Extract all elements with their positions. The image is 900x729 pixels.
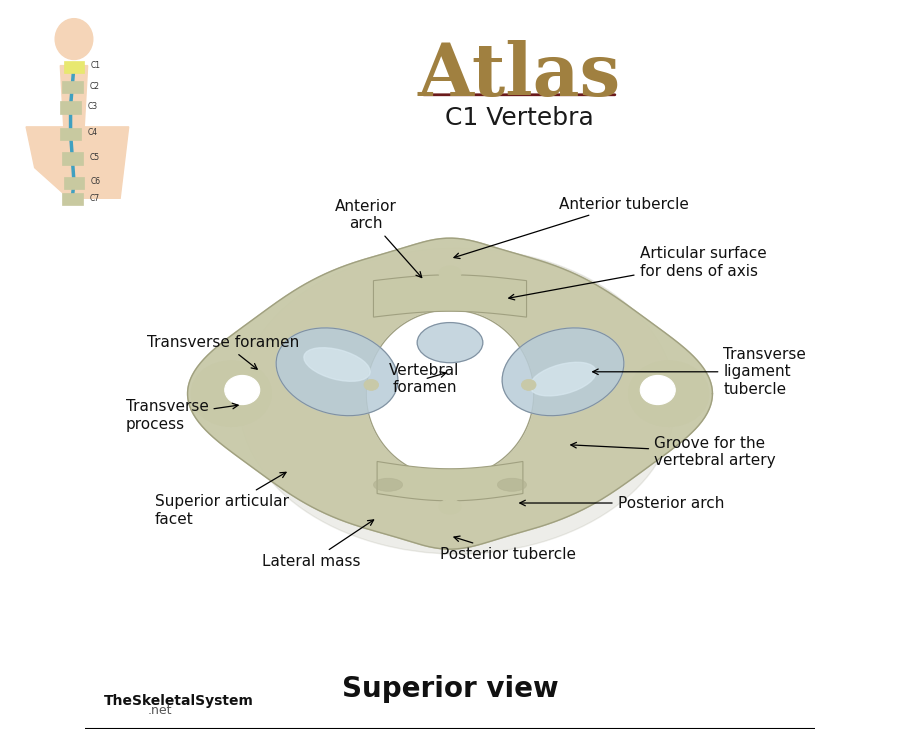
Text: TheSkeletalSystem: TheSkeletalSystem <box>104 694 254 709</box>
Text: Vertebral
foramen: Vertebral foramen <box>390 363 460 395</box>
Text: C4: C4 <box>87 128 98 138</box>
Text: C7: C7 <box>89 194 100 203</box>
Text: Atlas: Atlas <box>418 40 621 111</box>
Text: Anterior tubercle: Anterior tubercle <box>454 197 689 259</box>
Ellipse shape <box>225 375 260 405</box>
Ellipse shape <box>55 19 93 60</box>
Polygon shape <box>377 461 523 501</box>
Ellipse shape <box>418 322 482 363</box>
Ellipse shape <box>530 362 596 396</box>
Text: Transverse
process: Transverse process <box>126 399 238 432</box>
Ellipse shape <box>439 266 461 281</box>
Text: Superior view: Superior view <box>342 675 558 703</box>
Bar <box>64 61 85 73</box>
Bar <box>62 193 83 206</box>
Polygon shape <box>187 238 713 549</box>
Text: Lateral mass: Lateral mass <box>262 520 374 569</box>
Text: Transverse foramen: Transverse foramen <box>148 335 300 369</box>
Text: Posterior arch: Posterior arch <box>520 496 724 510</box>
Ellipse shape <box>498 478 526 491</box>
Text: Superior articular
facet: Superior articular facet <box>155 472 289 526</box>
Polygon shape <box>366 310 534 477</box>
Polygon shape <box>60 66 87 127</box>
Text: Articular surface
for dens of axis: Articular surface for dens of axis <box>508 246 766 300</box>
Text: C1 Vertebra: C1 Vertebra <box>445 106 594 130</box>
Text: C5: C5 <box>89 153 100 162</box>
Text: C3: C3 <box>87 102 98 111</box>
Ellipse shape <box>502 328 624 416</box>
Ellipse shape <box>521 379 536 391</box>
Bar <box>64 177 85 189</box>
Bar <box>62 81 83 93</box>
Bar <box>62 152 83 165</box>
Text: C6: C6 <box>91 177 101 187</box>
Ellipse shape <box>238 248 676 554</box>
Ellipse shape <box>374 478 402 491</box>
Text: Transverse
ligament
tubercle: Transverse ligament tubercle <box>593 347 806 397</box>
Ellipse shape <box>364 379 379 391</box>
Bar <box>60 101 81 114</box>
Text: C2: C2 <box>89 82 99 90</box>
Ellipse shape <box>276 328 398 416</box>
Polygon shape <box>26 127 129 198</box>
Ellipse shape <box>304 348 370 381</box>
Text: C1: C1 <box>91 61 101 70</box>
Text: Anterior
arch: Anterior arch <box>335 199 422 278</box>
Text: Posterior tubercle: Posterior tubercle <box>440 536 576 561</box>
Ellipse shape <box>640 375 675 405</box>
Polygon shape <box>374 275 526 317</box>
Text: .net: .net <box>148 704 172 717</box>
Ellipse shape <box>191 361 272 426</box>
Bar <box>60 128 81 140</box>
Ellipse shape <box>439 499 461 514</box>
Ellipse shape <box>628 361 709 426</box>
Text: Groove for the
vertebral artery: Groove for the vertebral artery <box>571 436 776 468</box>
